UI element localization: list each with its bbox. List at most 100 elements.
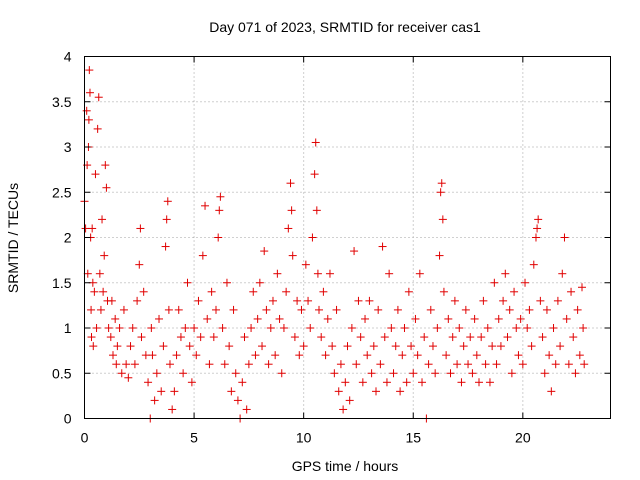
data-point — [207, 287, 216, 296]
data-point — [287, 206, 296, 215]
y-tick-label: 1.5 — [52, 275, 72, 291]
data-point — [479, 296, 488, 305]
data-point — [112, 360, 121, 369]
data-point — [396, 387, 405, 396]
data-point — [185, 342, 194, 351]
data-point — [229, 305, 238, 314]
data-point — [439, 287, 448, 296]
data-point — [107, 296, 116, 305]
data-point — [575, 351, 584, 360]
data-point — [295, 351, 304, 360]
data-point — [398, 351, 407, 360]
y-axis-label: SRMTID / TECUs — [5, 183, 21, 293]
data-point — [83, 269, 92, 278]
data-point — [95, 269, 104, 278]
data-point — [567, 287, 576, 296]
data-point — [225, 342, 234, 351]
data-point — [385, 269, 394, 278]
data-point — [89, 342, 98, 351]
data-point — [533, 224, 542, 233]
data-point — [485, 378, 494, 387]
data-point — [371, 387, 380, 396]
data-point — [85, 88, 94, 97]
data-point — [297, 305, 306, 314]
data-point — [339, 405, 348, 414]
x-tick-label: 0 — [81, 430, 89, 446]
y-tick-label: 3 — [64, 139, 72, 155]
data-point — [275, 314, 284, 323]
data-point — [518, 360, 527, 369]
data-point — [268, 296, 277, 305]
data-point — [85, 66, 94, 75]
data-point — [514, 351, 523, 360]
data-point — [407, 342, 416, 351]
data-point — [325, 269, 334, 278]
data-point — [580, 360, 589, 369]
data-point — [306, 324, 315, 332]
data-point — [404, 287, 413, 296]
data-point — [135, 260, 144, 269]
data-point — [424, 360, 433, 369]
data-point — [82, 106, 91, 115]
data-point — [88, 224, 97, 233]
data-point — [301, 260, 310, 269]
data-point — [457, 378, 466, 387]
data-point — [216, 192, 225, 201]
data-point — [106, 333, 115, 342]
data-point — [323, 314, 332, 323]
data-point — [299, 342, 308, 351]
data-point — [150, 396, 159, 405]
data-point — [545, 351, 554, 360]
data-point — [122, 360, 131, 369]
data-point — [512, 324, 521, 332]
data-point — [378, 242, 387, 251]
data-point — [244, 360, 253, 369]
x-tick-label: 5 — [190, 430, 198, 446]
data-point — [253, 314, 262, 323]
y-tick-label: 3.5 — [52, 94, 72, 110]
data-point — [562, 314, 571, 323]
data-point — [579, 324, 588, 332]
data-point — [273, 269, 282, 278]
data-point — [247, 324, 256, 332]
data-point — [481, 360, 490, 369]
data-point — [220, 360, 229, 369]
data-point — [242, 405, 251, 414]
data-point — [428, 342, 437, 351]
data-point — [266, 324, 275, 332]
data-point — [496, 342, 505, 351]
data-point — [531, 233, 540, 242]
data-point — [553, 296, 562, 305]
data-point — [418, 378, 427, 387]
data-point — [501, 269, 510, 278]
data-point — [310, 170, 319, 179]
data-point — [240, 333, 249, 342]
data-point — [157, 387, 166, 396]
data-point — [549, 324, 558, 332]
data-point — [87, 305, 96, 314]
data-point — [227, 387, 236, 396]
data-point — [279, 324, 288, 332]
data-point — [542, 305, 551, 314]
data-point — [255, 278, 264, 287]
data-point — [345, 396, 354, 405]
data-point — [468, 369, 477, 378]
data-point — [389, 369, 398, 378]
data-point — [356, 333, 365, 342]
data-point — [435, 251, 444, 260]
data-point — [205, 360, 214, 369]
data-point — [117, 369, 126, 378]
data-point — [503, 333, 512, 342]
data-point — [133, 296, 142, 305]
data-point — [147, 324, 156, 332]
y-tick-label: 2 — [64, 230, 72, 246]
data-point — [571, 369, 580, 378]
data-point — [409, 369, 418, 378]
data-point — [455, 324, 464, 332]
x-tick-label: 10 — [296, 430, 312, 446]
data-point — [162, 215, 171, 224]
data-point — [507, 369, 516, 378]
data-point — [343, 342, 352, 351]
data-point — [96, 305, 105, 314]
data-point — [369, 342, 378, 351]
